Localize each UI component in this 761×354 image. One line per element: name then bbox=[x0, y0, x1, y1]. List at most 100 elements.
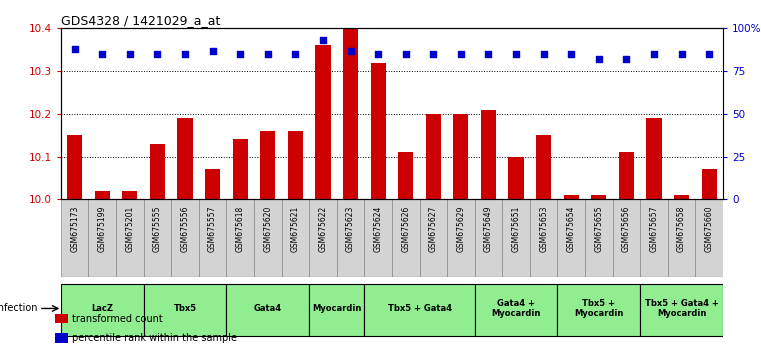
Point bbox=[400, 51, 412, 57]
Text: GSM675656: GSM675656 bbox=[622, 205, 631, 252]
Text: GSM675660: GSM675660 bbox=[705, 205, 714, 252]
Bar bbox=[254, 199, 282, 277]
Point bbox=[317, 38, 329, 43]
Text: GSM675649: GSM675649 bbox=[484, 205, 493, 252]
Bar bbox=[619, 152, 634, 199]
Bar bbox=[454, 114, 469, 199]
Text: GSM675557: GSM675557 bbox=[208, 205, 217, 252]
Bar bbox=[260, 131, 275, 199]
Text: GSM675653: GSM675653 bbox=[539, 205, 548, 252]
Text: Tbx5: Tbx5 bbox=[174, 304, 196, 313]
Bar bbox=[475, 199, 502, 277]
FancyBboxPatch shape bbox=[365, 284, 475, 336]
Bar bbox=[171, 199, 199, 277]
Bar bbox=[696, 199, 723, 277]
Bar bbox=[144, 199, 171, 277]
Bar bbox=[123, 191, 138, 199]
Bar bbox=[392, 199, 419, 277]
Point bbox=[537, 51, 549, 57]
FancyBboxPatch shape bbox=[144, 284, 227, 336]
FancyBboxPatch shape bbox=[557, 284, 640, 336]
FancyBboxPatch shape bbox=[640, 284, 723, 336]
Point bbox=[372, 51, 384, 57]
Text: Myocardin: Myocardin bbox=[312, 304, 361, 313]
Text: GSM675657: GSM675657 bbox=[649, 205, 658, 252]
Point bbox=[262, 51, 274, 57]
Bar bbox=[227, 199, 254, 277]
FancyBboxPatch shape bbox=[61, 284, 144, 336]
Bar bbox=[150, 144, 165, 199]
Point bbox=[593, 56, 605, 62]
Text: GSM675201: GSM675201 bbox=[126, 205, 135, 252]
Bar bbox=[205, 169, 220, 199]
Bar bbox=[557, 199, 585, 277]
Bar bbox=[116, 199, 144, 277]
Bar bbox=[336, 199, 365, 277]
Text: GSM675623: GSM675623 bbox=[346, 205, 355, 252]
Bar bbox=[481, 109, 496, 199]
Point bbox=[68, 46, 81, 52]
Text: percentile rank within the sample: percentile rank within the sample bbox=[72, 333, 237, 343]
Bar bbox=[502, 199, 530, 277]
Text: GSM675654: GSM675654 bbox=[567, 205, 576, 252]
Point bbox=[455, 51, 467, 57]
Bar bbox=[419, 199, 447, 277]
Bar bbox=[199, 199, 227, 277]
Bar bbox=[585, 199, 613, 277]
Bar bbox=[702, 169, 717, 199]
Bar bbox=[508, 156, 524, 199]
Text: GSM675622: GSM675622 bbox=[318, 205, 327, 252]
Text: Tbx5 + Gata4: Tbx5 + Gata4 bbox=[387, 304, 451, 313]
Bar bbox=[343, 28, 358, 199]
Text: GDS4328 / 1421029_a_at: GDS4328 / 1421029_a_at bbox=[61, 14, 220, 27]
Bar bbox=[315, 45, 330, 199]
Text: GSM675651: GSM675651 bbox=[511, 205, 521, 252]
Bar bbox=[591, 195, 607, 199]
Text: GSM675620: GSM675620 bbox=[263, 205, 272, 252]
Bar bbox=[365, 199, 392, 277]
FancyBboxPatch shape bbox=[227, 284, 309, 336]
Text: Gata4: Gata4 bbox=[253, 304, 282, 313]
Point bbox=[96, 51, 108, 57]
Bar bbox=[564, 195, 579, 199]
Text: LacZ: LacZ bbox=[91, 304, 113, 313]
Point bbox=[124, 51, 136, 57]
Bar bbox=[88, 199, 116, 277]
Point bbox=[620, 56, 632, 62]
Bar bbox=[282, 199, 309, 277]
Bar bbox=[398, 152, 413, 199]
Text: GSM675626: GSM675626 bbox=[401, 205, 410, 252]
Text: infection: infection bbox=[0, 303, 37, 313]
Bar bbox=[67, 135, 82, 199]
Text: Gata4 +
Myocardin: Gata4 + Myocardin bbox=[492, 299, 541, 318]
Bar bbox=[177, 118, 193, 199]
Text: GSM675655: GSM675655 bbox=[594, 205, 603, 252]
Point bbox=[206, 48, 218, 53]
Text: GSM675658: GSM675658 bbox=[677, 205, 686, 252]
Text: GSM675618: GSM675618 bbox=[236, 205, 245, 252]
Bar bbox=[309, 199, 336, 277]
Bar bbox=[674, 195, 689, 199]
Point bbox=[427, 51, 439, 57]
Bar bbox=[646, 118, 661, 199]
Text: GSM675555: GSM675555 bbox=[153, 205, 162, 252]
Point bbox=[565, 51, 578, 57]
Text: GSM675627: GSM675627 bbox=[428, 205, 438, 252]
Bar bbox=[425, 114, 441, 199]
Bar bbox=[371, 63, 386, 199]
Point bbox=[676, 51, 688, 57]
Text: Tbx5 +
Myocardin: Tbx5 + Myocardin bbox=[574, 299, 623, 318]
Point bbox=[289, 51, 301, 57]
Bar bbox=[530, 199, 557, 277]
Text: GSM675621: GSM675621 bbox=[291, 205, 300, 252]
Bar bbox=[536, 135, 551, 199]
Point bbox=[345, 48, 357, 53]
FancyBboxPatch shape bbox=[309, 284, 365, 336]
Text: GSM675173: GSM675173 bbox=[70, 205, 79, 252]
Bar bbox=[640, 199, 668, 277]
Bar bbox=[61, 199, 88, 277]
Text: GSM675624: GSM675624 bbox=[374, 205, 383, 252]
Bar bbox=[288, 131, 303, 199]
Bar bbox=[668, 199, 696, 277]
Text: GSM675629: GSM675629 bbox=[457, 205, 466, 252]
